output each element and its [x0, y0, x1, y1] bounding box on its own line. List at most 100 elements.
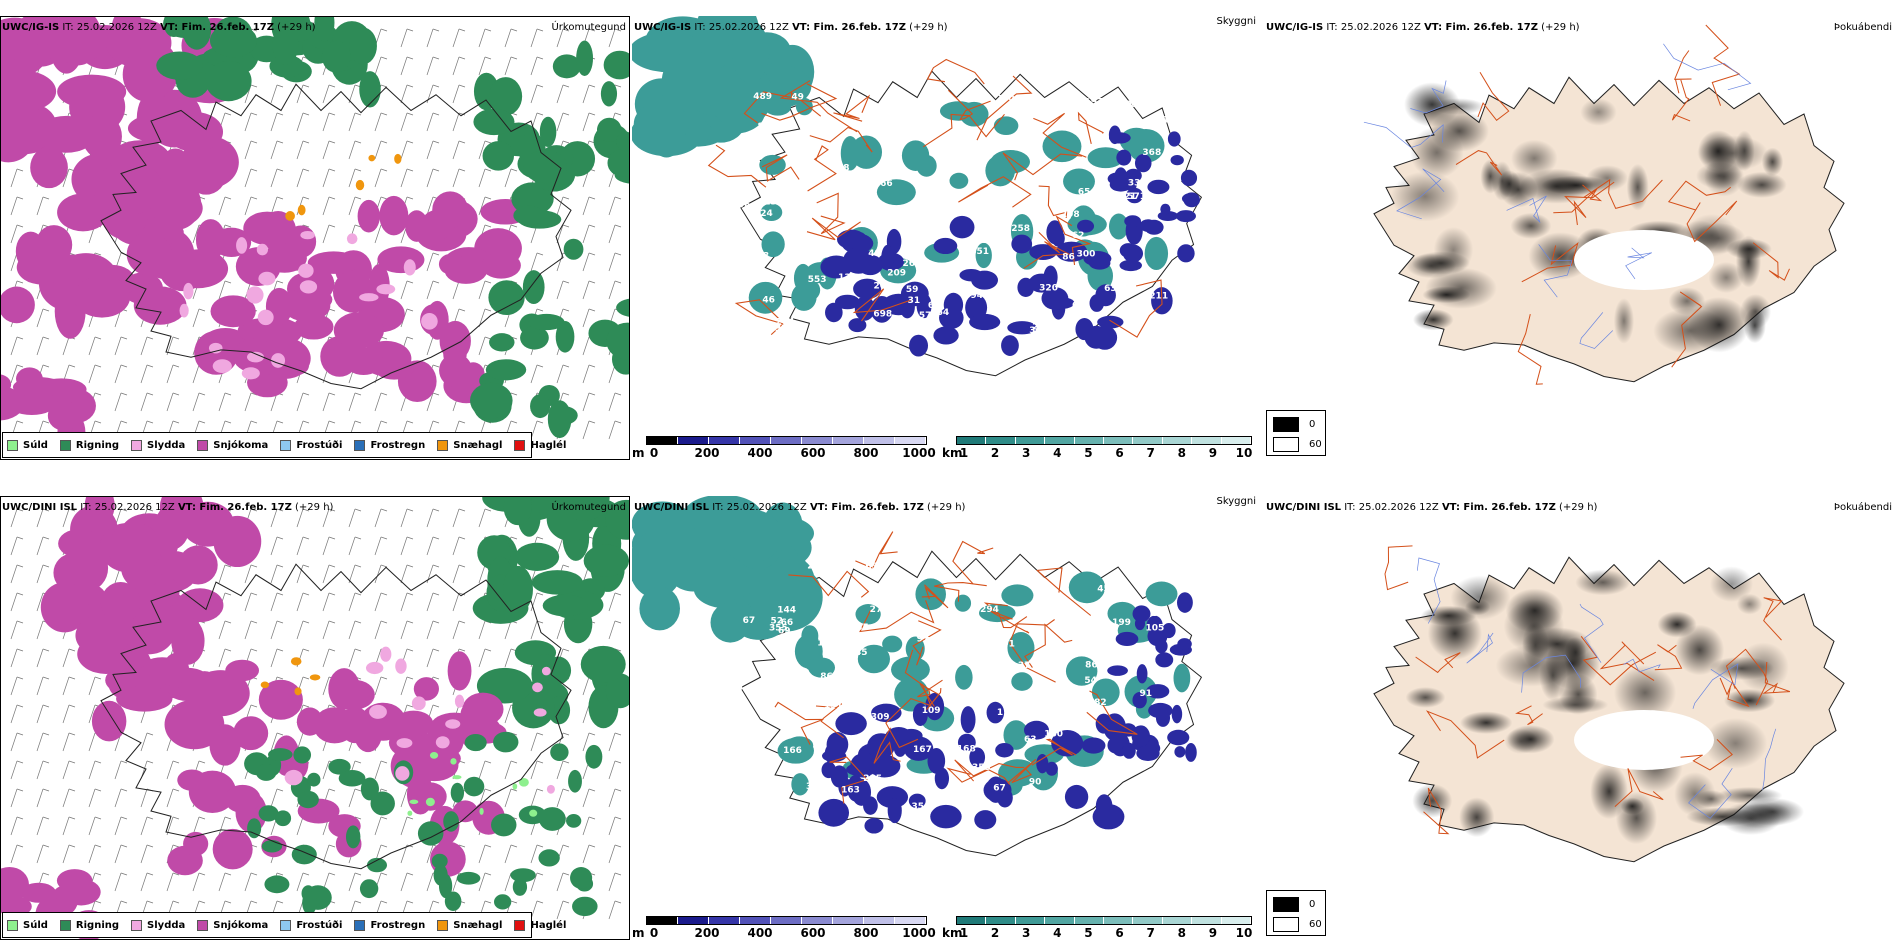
colorbar-tick: 5	[1084, 926, 1093, 940]
colorbar-tick: 10	[1235, 926, 1253, 940]
river-network	[1416, 557, 1777, 819]
cloud-base-label: 285	[863, 774, 882, 784]
fog-legend-swatch	[1273, 897, 1299, 912]
valid-time: VT: Fim. 26.feb. 17Z	[160, 22, 274, 33]
colorbar-swatches	[646, 436, 927, 445]
cloud-base-label: 157	[1036, 522, 1055, 532]
legend-item: Frostúði	[280, 439, 342, 451]
colorbar-tick: 1	[959, 446, 969, 460]
colorbar-swatch	[1045, 437, 1075, 444]
cloud-base-label: 131	[824, 701, 843, 711]
cloud-base-label: 309	[871, 712, 890, 722]
colorbar-swatch	[895, 437, 926, 444]
glacier	[1574, 710, 1714, 770]
colorbar-swatch	[864, 917, 895, 924]
fog-legend-label: 0	[1309, 899, 1316, 910]
cloud-base-label: 156	[1008, 44, 1027, 54]
cloud-teal-area	[632, 16, 815, 158]
legend-label: Snæhagl	[453, 919, 503, 931]
legend-item: Frostregn	[354, 919, 425, 931]
colorbar-tick: 4	[1053, 446, 1062, 460]
model-name: UWC/DINI ISL	[1266, 502, 1342, 513]
cloud-base-label: 282	[1150, 547, 1169, 557]
fog-legend-swatch	[1273, 437, 1299, 452]
panel-header: UWC/IG-IS IT: 25.02.2026 12Z VT: Fim. 26…	[1266, 22, 1580, 33]
cloud-base-label: 86	[820, 672, 833, 682]
precip-legend: Súld Rigning Slydda Snjókoma Frostúði Frostre…	[2, 912, 566, 938]
colorbar-tick: 600	[800, 926, 826, 940]
cloud-panel: 651 278 224 553 332 931 403 984 300 864 258 368 378 4…	[632, 0, 1264, 470]
cloud-base-label: 95	[1125, 307, 1138, 317]
lead-time: (+29 h)	[927, 502, 966, 513]
panel-header: UWC/DINI ISL IT: 25.02.2026 12Z VT: Fim.…	[1266, 502, 1597, 513]
colorbar-tick: 800	[853, 446, 879, 460]
lead-time: (+29 h)	[295, 502, 334, 513]
cloud-base-label: 37	[1018, 661, 1031, 671]
cloud-base-label: 46	[1104, 550, 1117, 560]
cloud-base-labels: 651 278 224 553 332 931 403 984 300 864 258 368 378 4…	[726, 42, 1169, 348]
cloud-base-colorbar: m 0 200 400 600 800 1000	[632, 436, 937, 466]
legend-item: Slydda	[131, 919, 185, 931]
colorbar-swatch	[678, 437, 709, 444]
cloud-base-label: 196	[732, 200, 751, 210]
legend-label: Snjókoma	[213, 439, 269, 451]
cloud-base-label: 113	[806, 171, 825, 181]
road-network	[774, 531, 1138, 804]
fog-legend-item: 60	[1273, 437, 1322, 452]
panel-title: Úrkomutegund	[551, 22, 626, 33]
colorbar-swatches	[646, 916, 927, 925]
lead-time: (+29 h)	[1559, 502, 1598, 513]
cloud-base-label: 182	[1088, 698, 1107, 708]
precip-map-frame	[0, 496, 630, 940]
cloud-base-label: 221	[1118, 192, 1137, 202]
colorbar-tick: 10	[1235, 446, 1253, 460]
fog-legend-swatch	[1273, 417, 1299, 432]
cloud-base-label: 134	[886, 45, 905, 55]
colorbar-swatch	[864, 437, 895, 444]
cloud-blue-area	[1107, 592, 1197, 762]
cloud-base-label: 54	[1084, 676, 1097, 686]
colorbar-tick: 6	[1115, 926, 1124, 940]
colorbar-swatch	[1015, 437, 1046, 444]
fog-legend-label: 60	[1309, 919, 1322, 930]
colorbar-tick: 8	[1177, 446, 1186, 460]
legend-swatch	[354, 919, 366, 931]
colorbar-swatch	[1133, 437, 1163, 444]
cloud-base-label: 571	[1127, 192, 1146, 202]
cloud-base-label: 170	[958, 528, 977, 538]
fog-legend: 0 60	[1266, 410, 1326, 456]
cloud-top-colorbar: km 1 2 3 4 5 6 7 8 9 10	[942, 436, 1262, 466]
cloud-base-label: 168	[957, 745, 976, 755]
cloud-base-label: 90	[975, 231, 988, 241]
cloud-base-label: 25	[975, 236, 988, 246]
valid-time: VT: Fim. 26.feb. 17Z	[792, 22, 906, 33]
colorbar-swatch	[1192, 917, 1222, 924]
cloud-base-label: 332	[1128, 179, 1147, 189]
colorbar-swatch	[647, 437, 678, 444]
cloud-base-label: 698	[873, 310, 892, 320]
cloud-base-label: 177	[905, 229, 924, 239]
cloud-base-label: 59	[906, 285, 919, 295]
cloud-base-label: 49	[791, 92, 804, 102]
cloud-base-label: 86	[1062, 253, 1075, 263]
model-name: UWC/IG-IS	[634, 22, 692, 33]
fog-map	[1373, 545, 1845, 863]
precip-legend: Súld Rigning Slydda Snjókoma Frostúði Frostre…	[2, 432, 566, 458]
fog-legend-item: 60	[1273, 917, 1322, 932]
cloud-base-label: 599	[924, 637, 943, 647]
cloud-base-label: 44	[876, 323, 889, 333]
legend-item: Haglél	[514, 439, 566, 451]
colorbar-swatch	[709, 917, 740, 924]
cloud-base-label: 133	[764, 198, 783, 208]
cloud-base-label: 63	[948, 620, 961, 630]
colorbar-tick: 3	[1022, 926, 1031, 940]
colorbar-tick: 4	[1053, 926, 1062, 940]
cloud-base-label: 59	[973, 701, 986, 711]
cloud-base-label: 148	[739, 258, 758, 268]
land	[1373, 556, 1845, 863]
coastline	[100, 83, 572, 390]
fog-panel: UWC/DINI ISL IT: 25.02.2026 12Z VT: Fim.…	[1264, 480, 1900, 950]
colorbar-tick: 1000	[902, 926, 936, 940]
cloud-base-label: 67	[993, 784, 1006, 794]
cloud-base-label: 274	[870, 605, 889, 615]
